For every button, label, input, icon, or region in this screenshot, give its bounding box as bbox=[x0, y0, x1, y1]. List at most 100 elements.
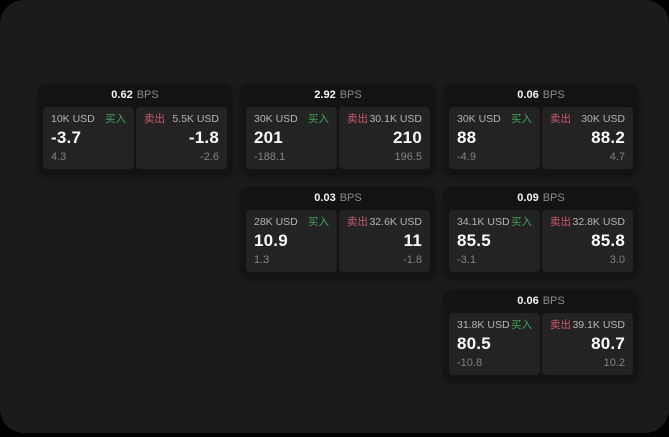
buy-side-label: 买入 bbox=[511, 216, 532, 228]
sell-sub-value: 4.7 bbox=[609, 151, 625, 163]
buy-price: 10.9 bbox=[254, 230, 288, 250]
sell-panel[interactable]: 卖出 5.5K USD -1.8 -2.6 bbox=[136, 107, 227, 169]
sell-price: 85.8 bbox=[591, 230, 625, 250]
buy-sub-value: -188.1 bbox=[254, 151, 286, 163]
bps-unit-label: BPS bbox=[542, 295, 565, 307]
sell-amount: 30.1K USD bbox=[369, 113, 422, 125]
sell-panel-top: 卖出 39.1K USD bbox=[550, 320, 625, 331]
sell-amount: 32.8K USD bbox=[572, 216, 625, 228]
sell-sub-value: 10.2 bbox=[603, 357, 625, 369]
buy-panel-top: 31.8K USD 买入 bbox=[457, 320, 532, 331]
quote-card: 0.06 BPS 30K USD 买入 88 -4.9 卖出 bbox=[444, 84, 638, 174]
sell-panel-top: 卖出 30.1K USD bbox=[347, 114, 422, 125]
bps-unit-label: BPS bbox=[339, 192, 362, 204]
sell-panel[interactable]: 卖出 39.1K USD 80.7 10.2 bbox=[542, 313, 633, 375]
bps-value: 2.92 bbox=[314, 89, 336, 101]
bps-value: 0.03 bbox=[314, 192, 336, 204]
sell-sub-value: -2.6 bbox=[200, 151, 219, 163]
buy-panel[interactable]: 28K USD 买入 10.9 1.3 bbox=[246, 210, 337, 272]
sell-amount: 32.6K USD bbox=[369, 216, 422, 228]
buy-amount: 10K USD bbox=[51, 113, 95, 125]
bps-unit-label: BPS bbox=[542, 89, 565, 101]
bps-unit-label: BPS bbox=[339, 89, 362, 101]
quote-card: 0.06 BPS 31.8K USD 买入 80.5 -10.8 卖 bbox=[444, 290, 638, 380]
quote-card: 0.09 BPS 34.1K USD 买入 85.5 -3.1 卖出 bbox=[444, 187, 638, 277]
buy-amount: 31.8K USD bbox=[457, 319, 510, 331]
card-header: 0.03 BPS bbox=[241, 187, 435, 210]
sell-panel-top: 卖出 32.6K USD bbox=[347, 217, 422, 228]
quote-card: 0.62 BPS 10K USD 买入 -3.7 4.3 卖出 bbox=[38, 84, 232, 174]
buy-sub-value: -10.8 bbox=[457, 357, 483, 369]
buy-side-label: 买入 bbox=[308, 113, 329, 125]
buy-price: 85.5 bbox=[457, 230, 491, 250]
bps-unit-label: BPS bbox=[136, 89, 159, 101]
buy-panel-top: 30K USD 买入 bbox=[457, 114, 532, 125]
card-header: 2.92 BPS bbox=[241, 84, 435, 107]
sell-price: 80.7 bbox=[591, 333, 625, 353]
panels: 10K USD 买入 -3.7 4.3 卖出 5.5K USD -1.8 -2.… bbox=[38, 107, 232, 174]
sell-sub-value: 3.0 bbox=[609, 254, 625, 266]
sell-panel[interactable]: 卖出 32.8K USD 85.8 3.0 bbox=[542, 210, 633, 272]
sell-price: 210 bbox=[393, 127, 422, 147]
sell-panel-top: 卖出 32.8K USD bbox=[550, 217, 625, 228]
sell-side-label: 卖出 bbox=[550, 216, 571, 228]
buy-panel[interactable]: 34.1K USD 买入 85.5 -3.1 bbox=[449, 210, 540, 272]
bps-value: 0.06 bbox=[517, 295, 539, 307]
sell-side-label: 卖出 bbox=[144, 113, 165, 125]
sell-price: 88.2 bbox=[591, 127, 625, 147]
sell-panel[interactable]: 卖出 32.6K USD 11 -1.8 bbox=[339, 210, 430, 272]
card-header: 0.06 BPS bbox=[444, 290, 638, 313]
sell-side-label: 卖出 bbox=[347, 216, 368, 228]
sell-panel[interactable]: 卖出 30.1K USD 210 196.5 bbox=[339, 107, 430, 169]
card-header: 0.62 BPS bbox=[38, 84, 232, 107]
sell-side-label: 卖出 bbox=[550, 113, 571, 125]
sell-sub-value: 196.5 bbox=[394, 151, 422, 163]
card-header: 0.09 BPS bbox=[444, 187, 638, 210]
buy-sub-value: 1.3 bbox=[254, 254, 270, 266]
quote-card: 2.92 BPS 30K USD 买入 201 -188.1 卖出 bbox=[241, 84, 435, 174]
sell-side-label: 卖出 bbox=[550, 319, 571, 331]
panels: 28K USD 买入 10.9 1.3 卖出 32.6K USD 11 -1.8 bbox=[241, 210, 435, 277]
buy-panel[interactable]: 10K USD 买入 -3.7 4.3 bbox=[43, 107, 134, 169]
buy-panel[interactable]: 31.8K USD 买入 80.5 -10.8 bbox=[449, 313, 540, 375]
bps-unit-label: BPS bbox=[542, 192, 565, 204]
sell-panel[interactable]: 卖出 30K USD 88.2 4.7 bbox=[542, 107, 633, 169]
buy-panel-top: 10K USD 买入 bbox=[51, 114, 126, 125]
buy-panel[interactable]: 30K USD 买入 88 -4.9 bbox=[449, 107, 540, 169]
buy-price: 80.5 bbox=[457, 333, 491, 353]
sell-panel-top: 卖出 30K USD bbox=[550, 114, 625, 125]
buy-side-label: 买入 bbox=[511, 319, 532, 331]
panels: 30K USD 买入 88 -4.9 卖出 30K USD 88.2 4.7 bbox=[444, 107, 638, 174]
quote-card-grid: 0.62 BPS 10K USD 买入 -3.7 4.3 卖出 bbox=[38, 84, 638, 380]
buy-amount: 34.1K USD bbox=[457, 216, 510, 228]
bps-value: 0.62 bbox=[111, 89, 133, 101]
panels: 31.8K USD 买入 80.5 -10.8 卖出 39.1K USD 80.… bbox=[444, 313, 638, 380]
buy-panel-top: 28K USD 买入 bbox=[254, 217, 329, 228]
buy-amount: 30K USD bbox=[254, 113, 298, 125]
bps-value: 0.09 bbox=[517, 192, 539, 204]
buy-price: 201 bbox=[254, 127, 283, 147]
quote-card: 0.03 BPS 28K USD 买入 10.9 1.3 卖出 bbox=[241, 187, 435, 277]
sell-amount: 30K USD bbox=[581, 113, 625, 125]
buy-side-label: 买入 bbox=[105, 113, 126, 125]
card-header: 0.06 BPS bbox=[444, 84, 638, 107]
buy-sub-value: 4.3 bbox=[51, 151, 67, 163]
buy-price: -3.7 bbox=[51, 127, 82, 147]
sell-side-label: 卖出 bbox=[347, 113, 368, 125]
buy-side-label: 买入 bbox=[511, 113, 532, 125]
buy-panel[interactable]: 30K USD 买入 201 -188.1 bbox=[246, 107, 337, 169]
buy-panel-top: 30K USD 买入 bbox=[254, 114, 329, 125]
buy-panel-top: 34.1K USD 买入 bbox=[457, 217, 532, 228]
buy-price: 88 bbox=[457, 127, 477, 147]
sell-panel-top: 卖出 5.5K USD bbox=[144, 114, 219, 125]
buy-amount: 30K USD bbox=[457, 113, 501, 125]
panels: 30K USD 买入 201 -188.1 卖出 30.1K USD 210 1… bbox=[241, 107, 435, 174]
buy-sub-value: -4.9 bbox=[457, 151, 476, 163]
bps-value: 0.06 bbox=[517, 89, 539, 101]
sell-price: 11 bbox=[403, 230, 422, 250]
sell-sub-value: -1.8 bbox=[403, 254, 422, 266]
buy-amount: 28K USD bbox=[254, 216, 298, 228]
buy-sub-value: -3.1 bbox=[457, 254, 476, 266]
buy-side-label: 买入 bbox=[308, 216, 329, 228]
